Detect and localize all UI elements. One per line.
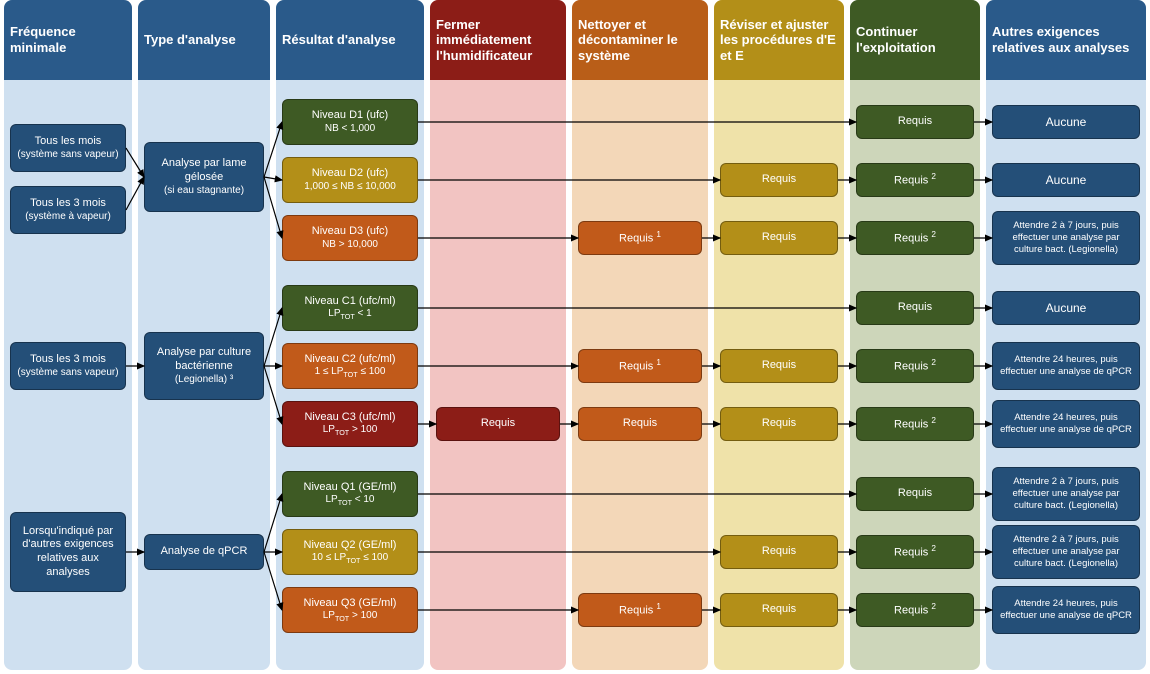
body-fermer: Requis: [430, 80, 566, 670]
result-d3: Niveau D3 (ufc)NB > 10,000: [282, 215, 418, 261]
column-fermer: Fermer immédiatement l'humidificateur Req…: [430, 0, 566, 670]
header-result: Résultat d'analyse: [276, 0, 424, 80]
column-nettoy: Nettoyer et décontaminer le systèmeRequi…: [572, 0, 708, 670]
autres-q2: Attendre 2 à 7 jours, puis effectuer une…: [992, 525, 1140, 579]
result-d2: Niveau D2 (ufc)1,000 ≤ NB ≤ 10,000: [282, 157, 418, 203]
column-cont: Continuer l'exploitationRequisRequis 2Re…: [850, 0, 980, 670]
nettoy-d3: Requis 1: [578, 221, 702, 255]
autres-q1: Attendre 2 à 7 jours, puis effectuer une…: [992, 467, 1140, 521]
autres-q3: Attendre 24 heures, puis effectuer une a…: [992, 586, 1140, 634]
reviser-q2: Requis: [720, 535, 838, 569]
cont-c3: Requis 2: [856, 407, 974, 441]
cont-c2: Requis 2: [856, 349, 974, 383]
reviser-c2: Requis: [720, 349, 838, 383]
cont-d2: Requis 2: [856, 163, 974, 197]
column-result: Résultat d'analyseNiveau D1 (ufc)NB < 1,…: [276, 0, 424, 670]
reviser-c3: Requis: [720, 407, 838, 441]
autres-d2: Aucune: [992, 163, 1140, 197]
body-autres: Aucune Aucune Attendre 2 à 7 jours, puis e…: [986, 80, 1146, 670]
cont-q3: Requis 2: [856, 593, 974, 627]
nettoy-q3: Requis 1: [578, 593, 702, 627]
autres-c1: Aucune: [992, 291, 1140, 325]
result-c3: Niveau C3 (ufc/ml)LPTOT > 100: [282, 401, 418, 447]
header-nettoy: Nettoyer et décontaminer le système: [572, 0, 708, 80]
type-t1: Analyse par lame gélosée(si eau stagnant…: [144, 142, 264, 212]
result-q3: Niveau Q3 (GE/ml)LPTOT > 100: [282, 587, 418, 633]
freq-f2: Tous les 3 mois(système à vapeur): [10, 186, 126, 234]
reviser-d3: Requis: [720, 221, 838, 255]
header-reviser: Réviser et ajuster les procédures d'E et…: [714, 0, 844, 80]
header-fermer: Fermer immédiatement l'humidificateur: [430, 0, 566, 80]
cont-q2: Requis 2: [856, 535, 974, 569]
type-t2: Analyse par culture bactérienne(Legionel…: [144, 332, 264, 400]
result-c2: Niveau C2 (ufc/ml)1 ≤ LPTOT ≤ 100: [282, 343, 418, 389]
autres-c3: Attendre 24 heures, puis effectuer une a…: [992, 400, 1140, 448]
result-c1: Niveau C1 (ufc/ml)LPTOT < 1: [282, 285, 418, 331]
reviser-d2: Requis: [720, 163, 838, 197]
body-cont: Requis Requis 2 Requis 2 Requis Requis 2 Requ…: [850, 80, 980, 670]
header-cont: Continuer l'exploitation: [850, 0, 980, 80]
body-reviser: Requis Requis Requis Requis Requis Requis: [714, 80, 844, 670]
fermer-c3: Requis: [436, 407, 560, 441]
autres-d1: Aucune: [992, 105, 1140, 139]
cont-d1: Requis: [856, 105, 974, 139]
column-autres: Autres exigences relatives aux analysesA…: [986, 0, 1146, 670]
body-type: Analyse par lame gélosée(si eau stagnant…: [138, 80, 270, 670]
autres-d3: Attendre 2 à 7 jours, puis effectuer une…: [992, 211, 1140, 265]
header-autres: Autres exigences relatives aux analyses: [986, 0, 1146, 80]
result-q2: Niveau Q2 (GE/ml)10 ≤ LPTOT ≤ 100: [282, 529, 418, 575]
result-q1: Niveau Q1 (GE/ml)LPTOT < 10: [282, 471, 418, 517]
body-nettoy: Requis 1 Requis 1 Requis Requis 1: [572, 80, 708, 670]
nettoy-c3: Requis: [578, 407, 702, 441]
header-freq: Fréquence minimale: [4, 0, 132, 80]
column-type: Type d'analyse Analyse par lame gélosée(s…: [138, 0, 270, 670]
cont-d3: Requis 2: [856, 221, 974, 255]
body-freq: Tous les mois(système sans vapeur) Tous l…: [4, 80, 132, 670]
column-freq: Fréquence minimaleTous les mois(système …: [4, 0, 132, 670]
cont-c1: Requis: [856, 291, 974, 325]
cont-q1: Requis: [856, 477, 974, 511]
body-result: Niveau D1 (ufc)NB < 1,000 Niveau D2 (ufc)…: [276, 80, 424, 670]
reviser-q3: Requis: [720, 593, 838, 627]
autres-c2: Attendre 24 heures, puis effectuer une a…: [992, 342, 1140, 390]
freq-f3: Tous les 3 mois(système sans vapeur): [10, 342, 126, 390]
type-t3: Analyse de qPCR: [144, 534, 264, 570]
header-type: Type d'analyse: [138, 0, 270, 80]
freq-f1: Tous les mois(système sans vapeur): [10, 124, 126, 172]
nettoy-c2: Requis 1: [578, 349, 702, 383]
result-d1: Niveau D1 (ufc)NB < 1,000: [282, 99, 418, 145]
freq-f4: Lorsqu'indiqué par d'autres exigences re…: [10, 512, 126, 592]
column-reviser: Réviser et ajuster les procédures d'E et…: [714, 0, 844, 670]
